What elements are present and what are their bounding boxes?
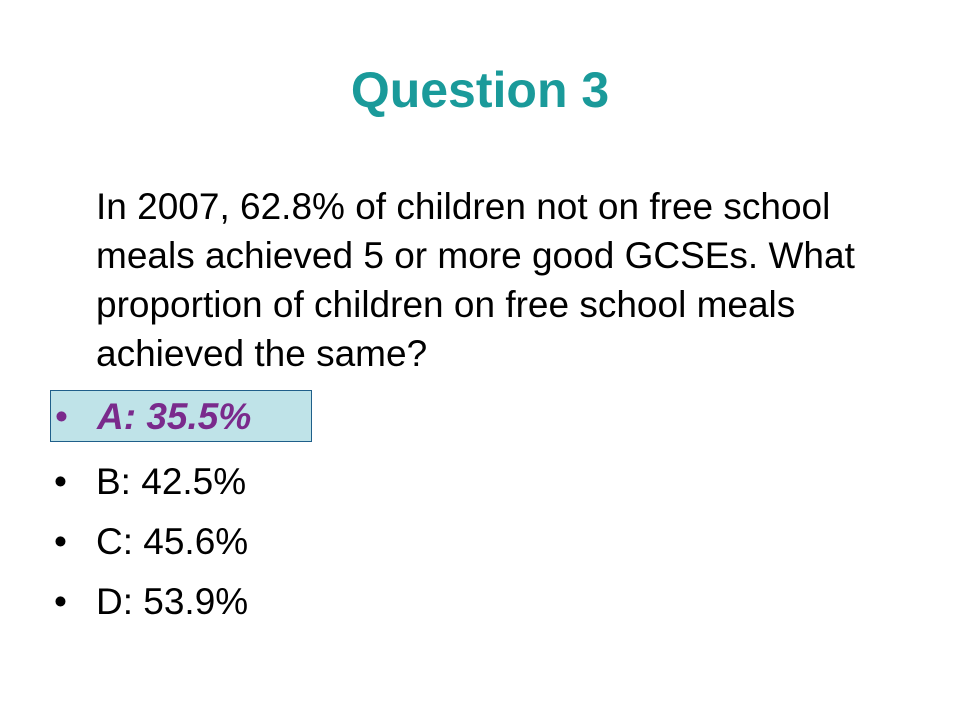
option-a[interactable]: • A: 35.5% <box>50 390 312 442</box>
bullet-icon: • <box>54 521 67 562</box>
bullet-icon: • <box>55 396 68 437</box>
slide-title: Question 3 <box>350 62 610 118</box>
option-c[interactable]: • C: 45.6% <box>54 516 248 568</box>
option-b[interactable]: • B: 42.5% <box>54 456 246 508</box>
question-text: In 2007, 62.8% of children not on free s… <box>96 186 855 374</box>
bullet-icon: • <box>54 461 67 502</box>
bullet-icon: • <box>54 581 67 622</box>
option-d-label: D: 53.9% <box>96 581 249 622</box>
option-b-label: B: 42.5% <box>96 461 247 502</box>
option-d[interactable]: • D: 53.9% <box>54 576 248 628</box>
option-c-label: C: 45.6% <box>96 521 249 562</box>
option-a-label: A: 35.5% <box>97 396 252 437</box>
